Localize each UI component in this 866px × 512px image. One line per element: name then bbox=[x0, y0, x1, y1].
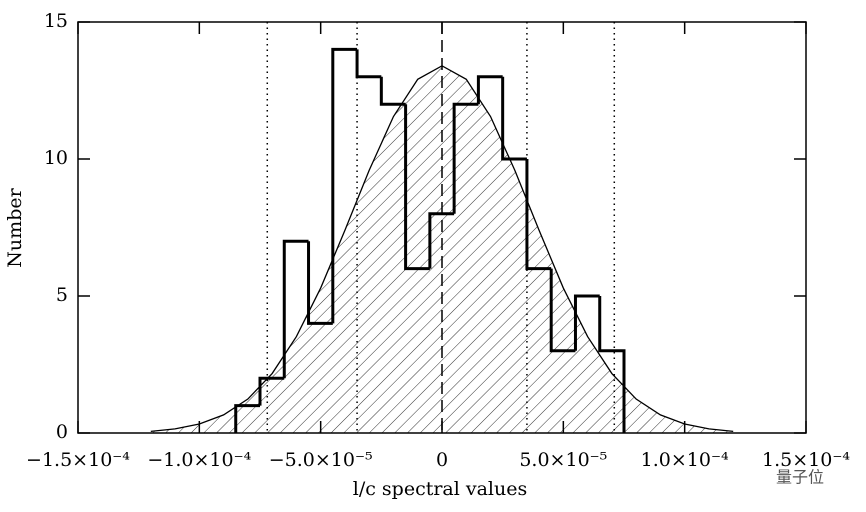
watermark: 量子位 bbox=[776, 468, 824, 487]
x-tick-label: −1.5×10⁻⁴ bbox=[26, 449, 130, 471]
bar bbox=[282, 239, 309, 379]
bar bbox=[379, 76, 406, 106]
x-tick-label: 1.0×10⁻⁴ bbox=[641, 449, 729, 471]
bar bbox=[598, 296, 626, 433]
x-axis-label: l/c spectral values bbox=[353, 478, 528, 500]
bar bbox=[234, 404, 260, 433]
y-tick-label: 10 bbox=[44, 147, 68, 169]
y-tick-label: 5 bbox=[56, 284, 68, 306]
bar bbox=[573, 294, 600, 351]
bar bbox=[258, 376, 285, 406]
bar bbox=[404, 104, 430, 271]
bar bbox=[501, 76, 527, 161]
y-tick-label: 0 bbox=[56, 421, 68, 443]
bar bbox=[331, 47, 358, 324]
x-tick-label: 0 bbox=[436, 449, 448, 471]
bar bbox=[428, 212, 455, 269]
bar bbox=[476, 75, 503, 105]
bar bbox=[525, 159, 552, 271]
x-tick-label: −5.0×10⁻⁵ bbox=[269, 449, 373, 471]
y-tick-label: 15 bbox=[44, 10, 68, 32]
y-axis-label: Number bbox=[4, 187, 26, 267]
bar bbox=[452, 102, 479, 214]
x-tick-label: 5.0×10⁻⁵ bbox=[519, 449, 607, 471]
x-tick-label: 1.5×10⁻⁴ bbox=[762, 449, 850, 471]
x-tick-label: −1.0×10⁻⁴ bbox=[147, 449, 251, 471]
bar bbox=[355, 49, 382, 79]
bar bbox=[307, 241, 333, 325]
bar bbox=[549, 268, 576, 353]
